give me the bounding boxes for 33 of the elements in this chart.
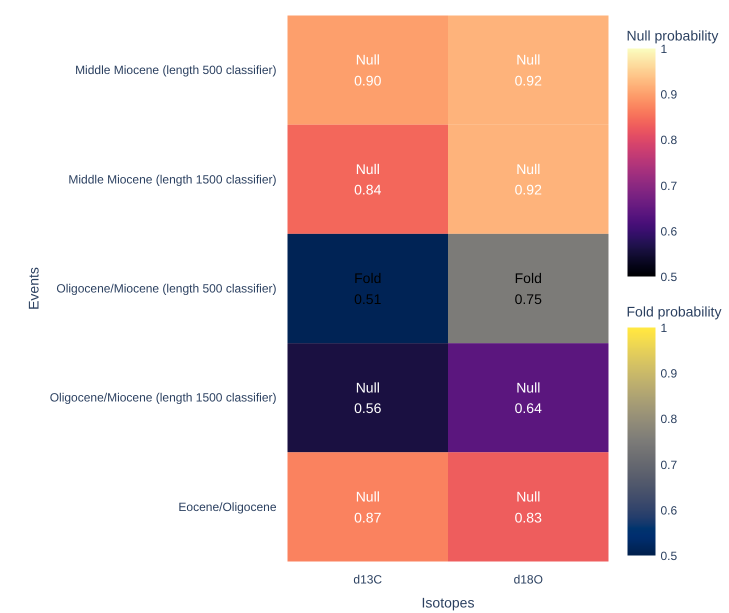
color-bar-label: 0.9: [660, 88, 678, 102]
y-tick-label: Middle Miocene (length 1500 classifier): [68, 172, 277, 186]
x-tick-label: d18O: [514, 572, 543, 586]
data-label: Null 0.92: [514, 160, 542, 198]
x-axis-title: Isotopes: [422, 594, 474, 610]
color-bar-label: 0.6: [660, 224, 678, 238]
y-tick-label: Eocene/Oligocene: [178, 500, 277, 514]
data-label: Null 0.84: [354, 160, 382, 198]
data-label: Null 0.92: [514, 52, 542, 88]
color-bar-label: 0.8: [660, 133, 678, 148]
color-bar-label: 1: [660, 42, 668, 56]
color-bar-label: 0.7: [660, 178, 678, 193]
data-label: Null 0.87: [354, 488, 382, 526]
color-bar-label: 0.5: [660, 549, 678, 563]
data-label: Fold 0.51: [354, 270, 382, 307]
color-bar-label: 0.5: [660, 270, 678, 284]
data-label: Fold 0.75: [514, 270, 542, 307]
y-tick-label: Middle Miocene (length 500 classifier): [75, 63, 277, 78]
y-axis-title: Events: [26, 267, 42, 310]
y-tick-label: Oligocene/Miocene (length 1500 classifier): [50, 390, 277, 405]
data-label: Null 0.83: [514, 488, 542, 526]
data-label: Null 0.64: [514, 379, 542, 416]
data-label: Null 0.56: [354, 379, 382, 416]
color-bar-title: Fold probability: [626, 304, 722, 320]
color-bar-label: 0.6: [660, 503, 678, 518]
color-bar-label: 0.9: [660, 366, 678, 381]
color-bar-label: 0.7: [660, 458, 678, 472]
color-bar-label: 1: [660, 321, 668, 335]
data-label: Null 0.90: [354, 52, 382, 88]
x-tick-label: d13C: [353, 572, 382, 586]
y-tick-label: Oligocene/Miocene (length 500 classifier): [56, 282, 277, 296]
color-bar-title: Null probability: [626, 28, 718, 44]
color-bar-label: 0.8: [660, 412, 678, 426]
